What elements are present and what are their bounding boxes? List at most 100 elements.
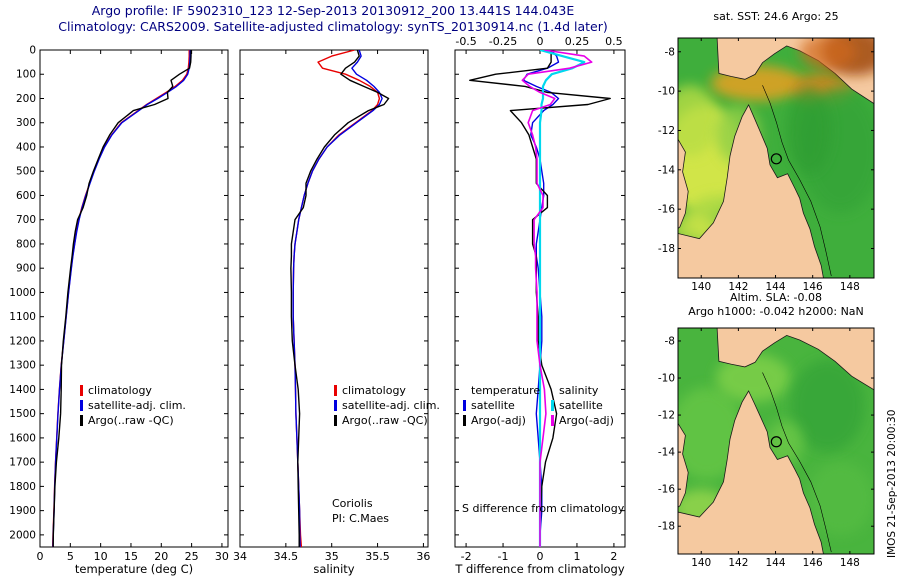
svg-text:400: 400 (16, 141, 36, 153)
svg-text:1700: 1700 (9, 457, 36, 469)
svg-text:1900: 1900 (9, 505, 36, 517)
temperature-axis-label: temperature (deg C) (74, 562, 194, 576)
svg-text:0: 0 (537, 35, 544, 48)
svg-text:35.5: 35.5 (365, 550, 390, 563)
svg-text:20: 20 (154, 550, 168, 563)
series-satellite-adj-clim (292, 50, 383, 547)
legend-label: Argo(-adj) (559, 414, 614, 427)
landmass-nt_coast (678, 422, 689, 508)
figure-subtitle: Climatology: CARS2009. Satellite-adjuste… (58, 19, 608, 34)
svg-text:142: 142 (728, 281, 748, 293)
svg-text:500: 500 (16, 166, 36, 178)
svg-text:-2: -2 (461, 550, 472, 563)
svg-text:-8: -8 (665, 46, 675, 58)
svg-text:142: 142 (728, 557, 748, 569)
svg-text:-18: -18 (658, 243, 675, 255)
svg-text:200: 200 (16, 93, 36, 105)
legend-header: temperature (471, 384, 541, 397)
legend-item: Argo(-adj) (463, 413, 540, 428)
series-argo-raw (52, 50, 192, 547)
svg-text:1: 1 (573, 550, 580, 563)
svg-text:-12: -12 (658, 410, 675, 422)
legend-item: climatology (334, 383, 440, 398)
legend-line-swatch (80, 400, 83, 411)
pi-annotation-line2: PI: C.Maes (332, 512, 389, 525)
temperature-profile: 0 5 10 15 20 25 300100200300400500600700800900… (9, 45, 229, 564)
svg-text:30: 30 (215, 550, 229, 563)
landmass-png (716, 328, 874, 391)
svg-text:100: 100 (16, 69, 36, 81)
svg-text:2: 2 (610, 550, 617, 563)
legend-item: Argo(..raw -QC) (80, 413, 186, 428)
temperature-legend: climatology satellite-adj. clim. Argo(..ra… (80, 383, 186, 428)
salinity-legend: climatology satellite-adj. clim. Argo(..ra… (334, 383, 440, 428)
s-difference-note: S difference from climatology (462, 502, 625, 515)
argo-float-marker (770, 153, 782, 165)
svg-text:900: 900 (16, 263, 36, 275)
series-argo-raw (290, 50, 390, 547)
salinity-axis-label: salinity (313, 562, 355, 576)
svg-text:300: 300 (16, 117, 36, 129)
legend-line-swatch (80, 415, 83, 426)
legend-item: satellite-adj. clim. (334, 398, 440, 413)
svg-text:1800: 1800 (9, 481, 36, 493)
isobath-contour (762, 372, 832, 553)
t-difference-axis-label: T difference from climatology (455, 562, 625, 576)
sst-map-title: sat. SST: 24.6 Argo: 25 (713, 10, 839, 23)
figure-title: Argo profile: IF 5902310_123 12-Sep-2013… (91, 3, 575, 18)
series-t-diff-argo (469, 50, 611, 547)
salinity-profile: 34 34.5 35 35.5 36 (233, 49, 430, 563)
svg-text:2000: 2000 (9, 529, 36, 541)
svg-text:0: 0 (29, 45, 36, 57)
svg-text:5: 5 (67, 550, 74, 563)
svg-text:700: 700 (16, 214, 36, 226)
legend-label: climatology (342, 384, 406, 397)
legend-line-swatch (334, 385, 337, 396)
svg-text:146: 146 (803, 281, 823, 293)
svg-text:15: 15 (124, 550, 138, 563)
svg-text:0.5: 0.5 (605, 35, 623, 48)
legend-label: climatology (88, 384, 152, 397)
svg-text:-18: -18 (658, 521, 675, 533)
landmass-nt_coast (678, 138, 689, 229)
legend-line-swatch (80, 385, 83, 396)
svg-text:0.25: 0.25 (565, 35, 590, 48)
legend-item: Argo(..raw -QC) (334, 413, 440, 428)
svg-text:600: 600 (16, 190, 36, 202)
difference-temperature-legend: temperature satellite Argo(-adj) (463, 383, 540, 428)
legend-label: Argo(-adj) (471, 414, 526, 427)
legend-label: satellite-adj. clim. (342, 399, 440, 412)
svg-text:34: 34 (233, 550, 247, 563)
landmass-australia (678, 103, 824, 278)
svg-text:146: 146 (803, 557, 823, 569)
timestamp-watermark: IMOS 21-Sep-2013 20:00:30 (886, 409, 898, 558)
svg-text:140: 140 (691, 281, 711, 293)
svg-text:-14: -14 (658, 447, 675, 459)
svg-text:1600: 1600 (9, 432, 36, 444)
landmass-australia (678, 390, 824, 554)
difference-salinity-legend: salinity satellite Argo(-adj) (551, 383, 614, 428)
svg-text:144: 144 (766, 557, 786, 569)
legend-item: satellite-adj. clim. (80, 398, 186, 413)
legend-line-swatch (463, 400, 466, 411)
svg-text:144: 144 (766, 281, 786, 293)
svg-text:-10: -10 (658, 86, 675, 98)
svg-text:10: 10 (94, 550, 108, 563)
legend-item: Argo(-adj) (551, 413, 614, 428)
legend-label: Argo(..raw -QC) (342, 414, 428, 427)
svg-text:-1: -1 (498, 550, 509, 563)
legend-label: satellite-adj. clim. (88, 399, 186, 412)
svg-text:-16: -16 (658, 484, 675, 496)
legend-line-swatch (551, 400, 554, 411)
legend-label: satellite (471, 399, 515, 412)
isobath-contour (762, 85, 832, 277)
svg-text:25: 25 (185, 550, 199, 563)
svg-text:140: 140 (691, 557, 711, 569)
svg-text:-16: -16 (658, 204, 675, 216)
legend-header: salinity (559, 384, 599, 397)
legend-item: satellite (551, 398, 614, 413)
svg-text:-10: -10 (658, 373, 675, 385)
legend-line-swatch (334, 400, 337, 411)
svg-text:34.5: 34.5 (274, 550, 299, 563)
